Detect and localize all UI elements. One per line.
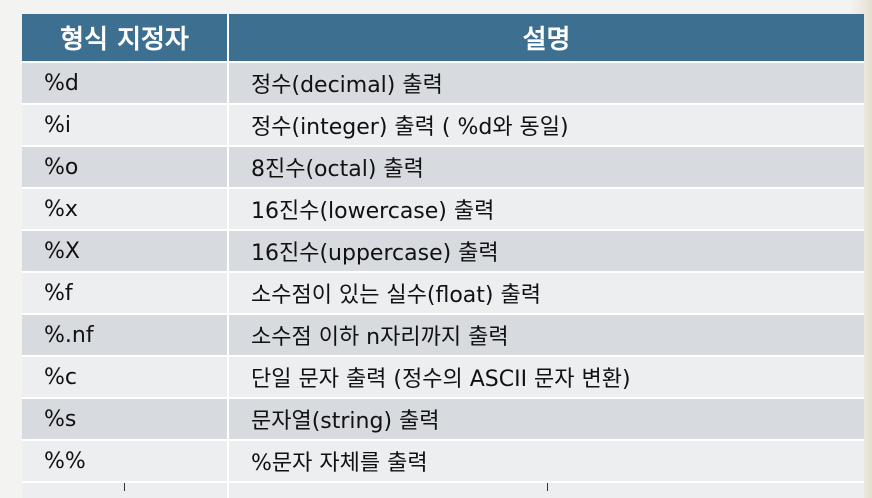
- table-body: %d 정수(decimal) 출력 %i 정수(integer) 출력 ( %d…: [22, 61, 864, 498]
- specifier-cell: %c: [22, 355, 229, 398]
- table-row: %s 문자열(string) 출력: [22, 397, 864, 440]
- header-format-specifier: 형식 지정자: [22, 14, 229, 62]
- table-row: %f 소수점이 있는 실수(float) 출력: [22, 271, 864, 314]
- specifier-cell: %.nf: [22, 313, 229, 356]
- table-header: 형식 지정자 설명: [22, 14, 864, 62]
- description-cell: 정수(integer) 출력 ( %d와 동일): [228, 103, 864, 146]
- description-cell: 소수점 이하 n자리까지 출력: [228, 313, 864, 356]
- specifier-cell: %d: [22, 61, 229, 104]
- description-cell: %문자 자체를 출력: [228, 439, 864, 482]
- cursor-tick-mark: [124, 484, 125, 491]
- header-description: 설명: [228, 14, 864, 62]
- description-cell: 소수점이 있는 실수(float) 출력: [228, 271, 864, 314]
- table-row: %d 정수(decimal) 출력: [22, 61, 864, 104]
- table-row: %.nf 소수점 이하 n자리까지 출력: [22, 313, 864, 356]
- specifier-cell: %X: [22, 229, 229, 272]
- description-cell: 16진수(lowercase) 출력: [228, 187, 864, 230]
- specifier-cell: %i: [22, 103, 229, 146]
- description-cell: 정수(decimal) 출력: [228, 61, 864, 104]
- description-cell: 단일 문자 출력 (정수의 ASCII 문자 변환): [228, 355, 864, 398]
- cursor-tick-mark: [547, 484, 548, 491]
- partial-cell: [228, 481, 864, 498]
- description-cell: 16진수(uppercase) 출력: [228, 229, 864, 272]
- table-row: %% %문자 자체를 출력: [22, 439, 864, 482]
- specifier-cell: %s: [22, 397, 229, 440]
- format-specifier-table: 형식 지정자 설명 %d 정수(decimal) 출력 %i 정수(intege…: [22, 14, 864, 498]
- specifier-cell: %f: [22, 271, 229, 314]
- specifier-cell: %%: [22, 439, 229, 482]
- header-row: 형식 지정자 설명: [22, 14, 864, 62]
- specifier-cell: %x: [22, 187, 229, 230]
- specifier-cell: %o: [22, 145, 229, 188]
- table-row: %i 정수(integer) 출력 ( %d와 동일): [22, 103, 864, 146]
- partial-cell: [22, 481, 229, 498]
- description-cell: 문자열(string) 출력: [228, 397, 864, 440]
- description-cell: 8진수(octal) 출력: [228, 145, 864, 188]
- table-row: %c 단일 문자 출력 (정수의 ASCII 문자 변환): [22, 355, 864, 398]
- table-row-partial: [22, 481, 864, 498]
- table-row: %o 8진수(octal) 출력: [22, 145, 864, 188]
- format-specifier-table-container: 형식 지정자 설명 %d 정수(decimal) 출력 %i 정수(intege…: [22, 14, 864, 498]
- table-row: %X 16진수(uppercase) 출력: [22, 229, 864, 272]
- table-row: %x 16진수(lowercase) 출력: [22, 187, 864, 230]
